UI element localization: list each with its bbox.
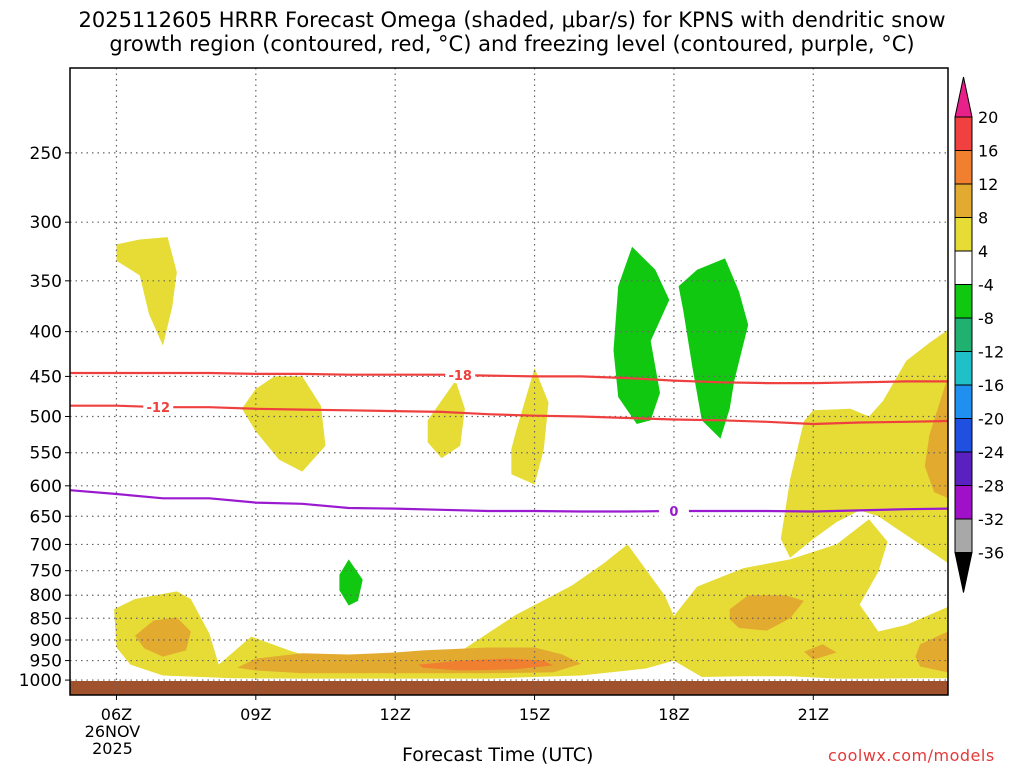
omega-8to12-left-lobe — [135, 617, 191, 657]
y-tick-label-650: 650 — [30, 507, 62, 527]
contour-line-1 — [70, 371, 948, 385]
colorbar-label-7: -12 — [978, 343, 1004, 362]
contour-label-2: -12 — [147, 401, 171, 416]
contour-line-2 — [70, 404, 949, 426]
omega-region-mid-13z — [427, 380, 465, 459]
y-tick-label-500: 500 — [30, 407, 62, 427]
omega-8to12-21z-dot — [804, 644, 837, 660]
colorbar-band-2 — [954, 150, 973, 185]
omega-region-upper-left — [116, 237, 177, 346]
y-tick-label-700: 700 — [30, 535, 62, 555]
y-tick-label-850: 850 — [30, 609, 62, 629]
contour-layer: -18 -12 0 — [69, 367, 949, 520]
omega-region-mid-15z — [511, 367, 549, 485]
x-tick-label-21Z: 21Z — [798, 705, 829, 724]
colorbar-label-4: 4 — [978, 242, 988, 261]
x-tick-label-12Z: 12Z — [380, 705, 411, 724]
contour-label-3: 0 — [669, 505, 678, 520]
x-tick-date: 26NOV — [85, 722, 141, 741]
colorbar-label-5: -4 — [978, 276, 994, 295]
colorbar-bottom-arrow — [954, 552, 973, 593]
y-tick-label-600: 600 — [30, 477, 62, 497]
x-tick-label-15Z: 15Z — [519, 705, 550, 724]
chart-title-line-2: growth region (contoured, red, °C) and f… — [109, 32, 915, 56]
chart-title-line-1: 2025112605 HRRR Forecast Omega (shaded, … — [78, 8, 946, 32]
colorbar-label-9: -20 — [978, 410, 1004, 429]
y-tick-label-400: 400 — [30, 323, 62, 343]
y-tick-label-550: 550 — [30, 444, 62, 464]
omega-neg-right-lobe — [678, 258, 749, 439]
omega-8to12-19z-patch — [729, 595, 804, 631]
colorbar-band-8 — [954, 351, 973, 386]
colorbar-band-10 — [954, 418, 973, 453]
plot-frame — [69, 67, 949, 696]
y-tick-label-300: 300 — [30, 213, 62, 233]
colorbar-label-10: -24 — [978, 443, 1004, 462]
colorbar-band-11 — [954, 451, 973, 486]
axes-layer: 2503003504004505005506006507007508008509… — [19, 67, 949, 758]
contour-label-bg-2 — [143, 399, 174, 416]
colorbar-label-1: 16 — [978, 142, 998, 161]
colorbar-band-9 — [954, 384, 973, 419]
x-tick-label-18Z: 18Z — [658, 705, 689, 724]
y-tick-label-950: 950 — [30, 652, 62, 672]
colorbar-label-12: -32 — [978, 510, 1004, 529]
y-tick-label-450: 450 — [30, 367, 62, 387]
colorbar-band-6 — [954, 284, 973, 319]
omega-region-mid-09z — [241, 376, 326, 472]
contour-label-bg-1 — [445, 367, 476, 384]
y-tick-label-900: 900 — [30, 631, 62, 651]
x-tick-label-09Z: 09Z — [240, 705, 271, 724]
colorbar-label-8: -16 — [978, 376, 1004, 395]
colorbar-label-13: -36 — [978, 544, 1004, 563]
colorbar-band-13 — [954, 518, 973, 553]
colorbar-band-3 — [954, 183, 973, 218]
omega-8to12-right-edge — [924, 376, 948, 499]
x-axis-title: Forecast Time (UTC) — [402, 744, 594, 766]
colorbar-band-12 — [954, 485, 973, 520]
colorbar-label-0: 20 — [978, 108, 998, 127]
omega-region-low-levels — [114, 519, 949, 679]
colorbar-label-2: 12 — [978, 175, 998, 194]
contour-label-1: -18 — [448, 369, 472, 384]
omega-region-right-column — [780, 329, 948, 563]
colorbar-top-arrow — [954, 76, 973, 118]
colorbar-label-3: 8 — [978, 209, 988, 228]
ground-band — [70, 681, 948, 695]
y-tick-label-800: 800 — [30, 586, 62, 606]
ground-layer — [70, 681, 948, 695]
colorbar-band-7 — [954, 317, 973, 352]
x-tick-year: 2025 — [92, 739, 133, 758]
y-tick-label-1000: 1000 — [19, 671, 62, 691]
omega-shading-layer — [70, 68, 949, 695]
colorbar-label-6: -8 — [978, 309, 994, 328]
contour-label-bg-3 — [658, 502, 689, 519]
colorbar-band-1 — [954, 116, 973, 151]
grid-layer — [70, 68, 948, 695]
y-tick-label-250: 250 — [30, 144, 62, 164]
colorbar-band-5 — [954, 250, 973, 285]
colorbar-label-11: -28 — [978, 477, 1004, 496]
contour-line-3 — [69, 489, 949, 513]
omega-12to16-core — [418, 658, 554, 671]
colorbar-band-4 — [954, 217, 973, 252]
y-tick-label-750: 750 — [30, 562, 62, 582]
site-credit[interactable]: coolwx.com/models — [828, 746, 995, 765]
x-tick-label-06Z: 06Z — [101, 705, 132, 724]
colorbar: 20 16 12 8 4 -4 -8 -12 -16 -20 -24 -28 -32 -36 — [954, 76, 1004, 593]
omega-8to12-lower-right — [915, 631, 948, 673]
y-tick-label-350: 350 — [30, 272, 62, 292]
